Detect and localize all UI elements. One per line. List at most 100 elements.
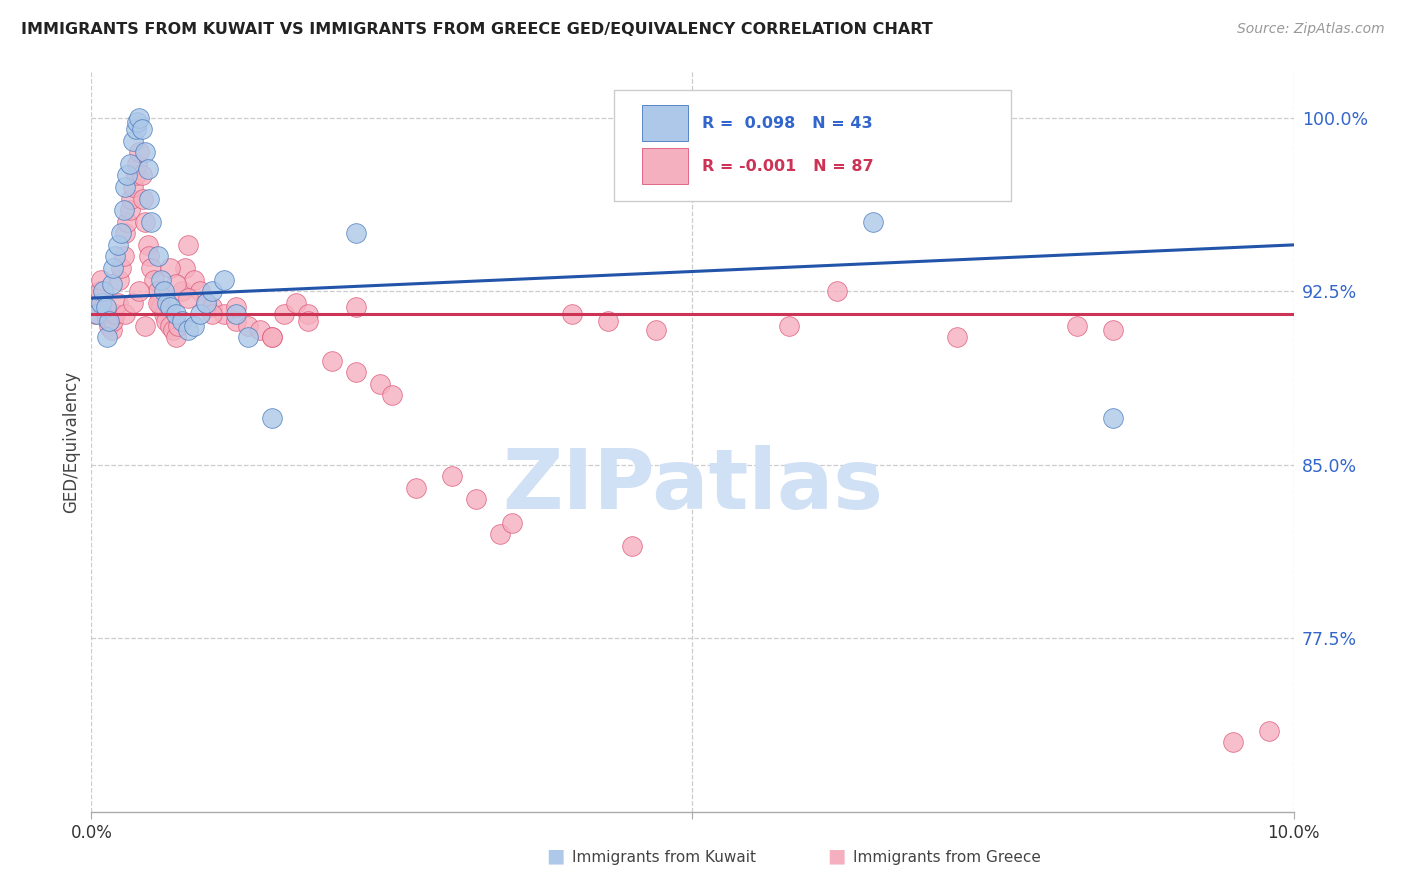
Point bbox=[107, 295, 129, 310]
Point bbox=[134, 145, 156, 160]
Point bbox=[225, 314, 247, 328]
Point bbox=[120, 192, 142, 206]
Point bbox=[93, 301, 115, 315]
Point bbox=[101, 277, 124, 292]
Point bbox=[174, 260, 197, 275]
Point bbox=[284, 295, 307, 310]
Point bbox=[118, 203, 141, 218]
Point bbox=[441, 469, 464, 483]
Point bbox=[778, 318, 800, 333]
Point bbox=[101, 260, 124, 275]
Point bbox=[104, 307, 127, 321]
Point bbox=[96, 312, 118, 326]
Point bbox=[138, 250, 160, 264]
Point bbox=[194, 295, 217, 310]
Point bbox=[212, 307, 235, 321]
Point bbox=[381, 388, 404, 402]
Point bbox=[146, 284, 169, 298]
Point bbox=[165, 277, 187, 292]
Point bbox=[273, 307, 295, 321]
Point bbox=[297, 314, 319, 328]
Point bbox=[194, 295, 217, 310]
Point bbox=[183, 318, 205, 333]
Text: Source: ZipAtlas.com: Source: ZipAtlas.com bbox=[1237, 22, 1385, 37]
Point bbox=[368, 376, 391, 391]
Point bbox=[114, 227, 136, 241]
Point bbox=[162, 324, 184, 338]
Point bbox=[141, 215, 163, 229]
Point bbox=[110, 260, 132, 275]
Point bbox=[142, 272, 165, 286]
Point bbox=[260, 411, 283, 425]
Point bbox=[114, 180, 136, 194]
Point bbox=[946, 330, 969, 344]
Point bbox=[201, 301, 224, 315]
Point bbox=[862, 215, 884, 229]
Text: R =  0.098   N = 43: R = 0.098 N = 43 bbox=[702, 116, 873, 131]
Point bbox=[344, 227, 367, 241]
Point bbox=[598, 314, 620, 328]
Point bbox=[645, 324, 668, 338]
Point bbox=[621, 539, 644, 553]
Point bbox=[152, 284, 174, 298]
Point bbox=[150, 301, 173, 315]
Point bbox=[165, 330, 187, 344]
Point bbox=[89, 284, 111, 298]
Point bbox=[96, 330, 118, 344]
Point bbox=[131, 169, 153, 183]
Point bbox=[146, 295, 169, 310]
Point bbox=[86, 307, 108, 321]
Point bbox=[125, 157, 148, 171]
Point bbox=[825, 284, 848, 298]
Point bbox=[149, 295, 172, 310]
Point bbox=[117, 169, 139, 183]
Point bbox=[128, 284, 150, 298]
Point bbox=[225, 307, 247, 321]
Point bbox=[150, 272, 173, 286]
Text: IMMIGRANTS FROM KUWAIT VS IMMIGRANTS FROM GREECE GED/EQUIVALENCY CORRELATION CHA: IMMIGRANTS FROM KUWAIT VS IMMIGRANTS FRO… bbox=[21, 22, 932, 37]
Point bbox=[125, 122, 148, 136]
Point bbox=[1258, 723, 1281, 738]
Point bbox=[188, 284, 211, 298]
Point bbox=[104, 250, 127, 264]
Point bbox=[167, 318, 190, 333]
Point bbox=[128, 145, 150, 160]
Y-axis label: GED/Equivalency: GED/Equivalency bbox=[62, 370, 80, 513]
Point bbox=[107, 238, 129, 252]
Point bbox=[201, 307, 224, 321]
Point bbox=[110, 227, 132, 241]
Text: Immigrants from Kuwait: Immigrants from Kuwait bbox=[572, 850, 756, 865]
Bar bbox=[643, 105, 688, 141]
Text: R = -0.001   N = 87: R = -0.001 N = 87 bbox=[702, 159, 873, 174]
Point bbox=[489, 527, 512, 541]
Point bbox=[249, 324, 271, 338]
Text: ■: ■ bbox=[827, 847, 846, 865]
Point bbox=[117, 215, 139, 229]
Point bbox=[236, 318, 259, 333]
Point bbox=[94, 307, 117, 321]
Point bbox=[86, 291, 108, 305]
Point bbox=[176, 324, 198, 338]
Point bbox=[155, 314, 177, 328]
Point bbox=[134, 318, 156, 333]
Point bbox=[201, 284, 224, 298]
Point bbox=[176, 291, 198, 305]
Point bbox=[170, 284, 193, 298]
Point bbox=[114, 307, 136, 321]
Point bbox=[1102, 324, 1125, 338]
Point bbox=[125, 115, 148, 129]
Bar bbox=[643, 148, 688, 184]
Point bbox=[146, 250, 169, 264]
Point bbox=[165, 307, 187, 321]
Point bbox=[465, 492, 488, 507]
Point bbox=[118, 157, 141, 171]
Point bbox=[1066, 318, 1088, 333]
Point bbox=[93, 284, 115, 298]
Point bbox=[90, 295, 112, 310]
Point bbox=[122, 180, 145, 194]
Point bbox=[131, 122, 153, 136]
Point bbox=[176, 238, 198, 252]
Point bbox=[98, 318, 121, 333]
Point bbox=[112, 203, 135, 218]
Point bbox=[125, 169, 148, 183]
